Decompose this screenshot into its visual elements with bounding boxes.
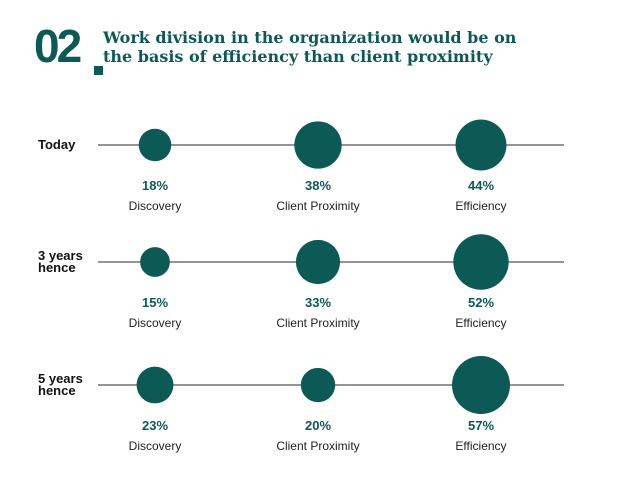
section-number: 02 (34, 20, 82, 72)
percent-label: 33% (305, 295, 331, 310)
chart-row: 5 years hence 23% Discovery 20% Client Proxim… (38, 356, 564, 453)
bubble (294, 121, 342, 169)
category-label: Efficiency (455, 199, 506, 213)
bubble (136, 366, 174, 404)
category-label: Efficiency (455, 316, 506, 330)
percent-label: 44% (468, 178, 494, 193)
chart-row: Today 18% Discovery 38% Client Proximity 44% E… (38, 119, 564, 213)
bubble (138, 128, 172, 162)
row-label-line: 3 years (38, 248, 83, 263)
percent-label: 20% (305, 418, 331, 433)
category-label: Discovery (129, 199, 182, 213)
chart-title: Work division in the organization would … (103, 28, 603, 66)
category-label: Efficiency (455, 439, 506, 453)
bubble (140, 247, 170, 277)
header: 02 Work division in the organization wou… (34, 18, 604, 78)
row-label: Today (38, 137, 76, 152)
row-label-line: 5 years (38, 371, 83, 386)
bubble (295, 239, 341, 285)
title-line-1: Work division in the organization would … (103, 28, 517, 47)
category-label: Discovery (129, 439, 182, 453)
category-label: Client Proximity (276, 439, 359, 453)
chart-row: 3 years hence 15% Discovery 33% Client Proxim… (38, 234, 564, 330)
category-label: Client Proximity (276, 316, 359, 330)
title-line-2: the basis of efficiency than client prox… (103, 47, 493, 66)
row-label-line: hence (38, 383, 76, 398)
percent-label: 23% (142, 418, 168, 433)
bubble (452, 356, 510, 414)
bubble (455, 119, 507, 171)
percent-label: 15% (142, 295, 168, 310)
percent-label: 57% (468, 418, 494, 433)
row-label-line: Today (38, 137, 76, 152)
row-label-line: hence (38, 260, 76, 275)
percent-label: 52% (468, 295, 494, 310)
percent-label: 38% (305, 178, 331, 193)
row-label: 5 years hence (38, 371, 83, 398)
bubble (453, 234, 509, 290)
category-label: Client Proximity (276, 199, 359, 213)
bubble (300, 367, 336, 403)
category-label: Discovery (129, 316, 182, 330)
row-label: 3 years hence (38, 248, 83, 275)
section-number-dot (94, 66, 103, 75)
percent-label: 18% (142, 178, 168, 193)
